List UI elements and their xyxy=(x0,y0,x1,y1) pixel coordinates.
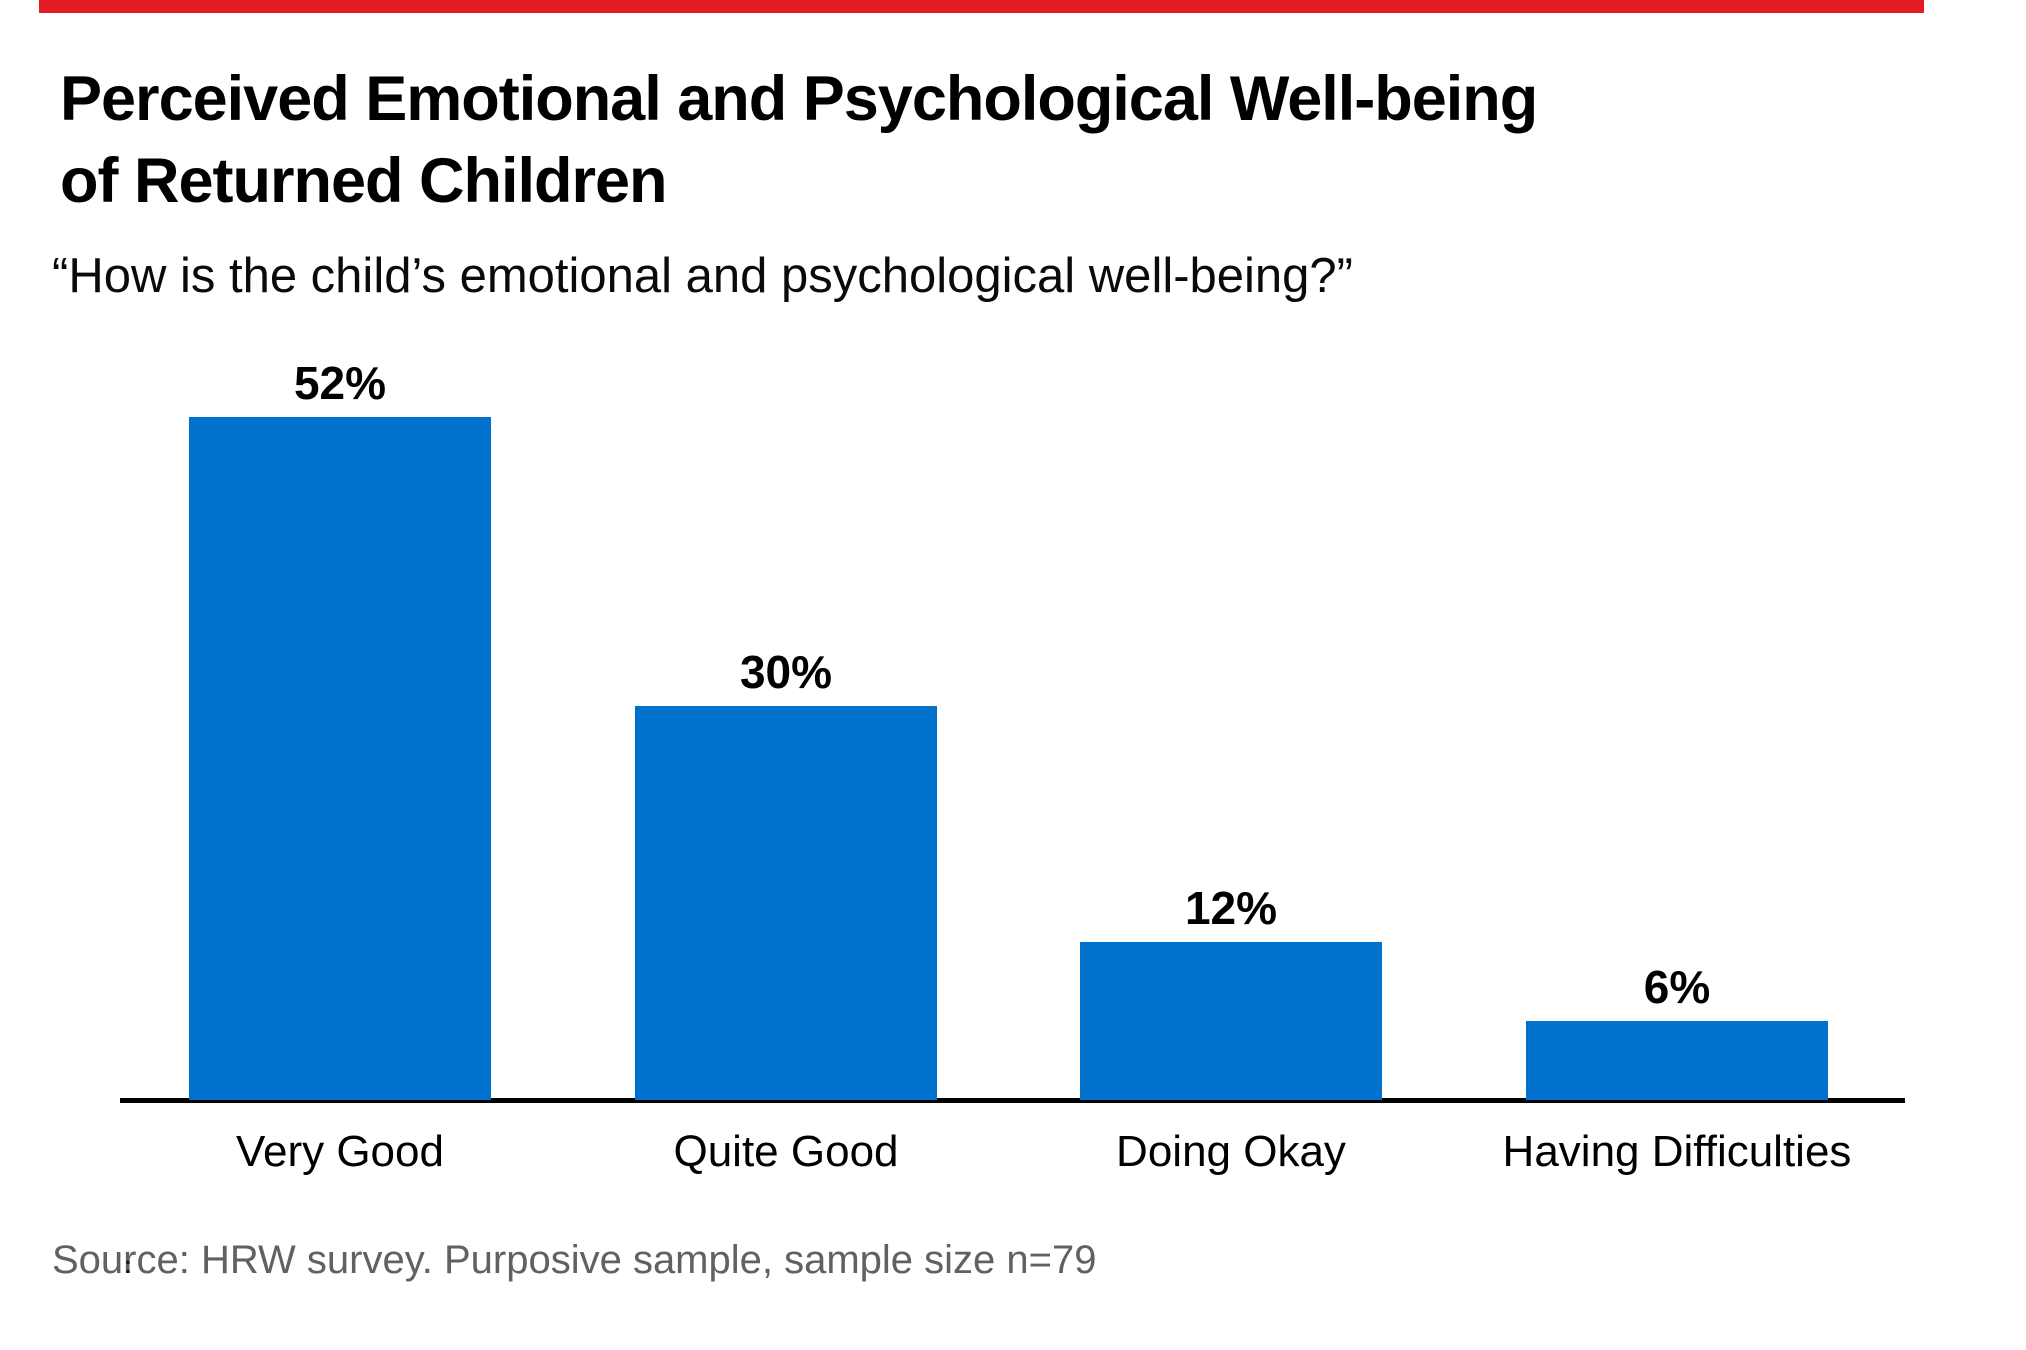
top-accent-bar xyxy=(39,0,1924,13)
x-axis-category-label: Having Difficulties xyxy=(1502,1127,1852,1176)
chart-subtitle: “How is the child’s emotional and psycho… xyxy=(52,249,1353,303)
x-axis-category-label: Quite Good xyxy=(673,1127,899,1176)
x-axis-line xyxy=(120,1098,1905,1103)
bar-value-label: 12% xyxy=(1184,882,1278,934)
bar-value-label: 30% xyxy=(739,646,833,698)
chart-title-line2: of Returned Children xyxy=(60,146,668,216)
x-axis-category-label: Doing Okay xyxy=(1116,1127,1346,1176)
source-note: Source: HRW survey. Purposive sample, sa… xyxy=(52,1238,1097,1282)
x-axis-category-label: Very Good xyxy=(236,1127,444,1176)
bar-having-difficulties xyxy=(1526,1021,1828,1100)
bar-quite-good xyxy=(635,706,937,1100)
bar-value-label: 6% xyxy=(1643,961,1711,1013)
bar-value-label: 52% xyxy=(293,357,387,409)
text-caret-artifact: : xyxy=(124,1252,132,1279)
chart-title-line1: Perceived Emotional and Psychological We… xyxy=(60,64,1538,134)
bar-very-good xyxy=(189,417,491,1100)
bar-doing-okay xyxy=(1080,942,1382,1100)
chart-title: Perceived Emotional and Psychological We… xyxy=(60,58,1538,222)
